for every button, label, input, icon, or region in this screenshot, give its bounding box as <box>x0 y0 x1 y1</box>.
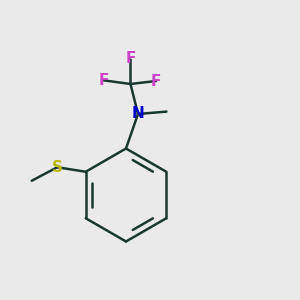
Text: F: F <box>125 51 136 66</box>
Text: F: F <box>151 74 161 88</box>
Text: F: F <box>99 73 109 88</box>
Text: S: S <box>52 160 63 175</box>
Text: N: N <box>132 106 144 122</box>
